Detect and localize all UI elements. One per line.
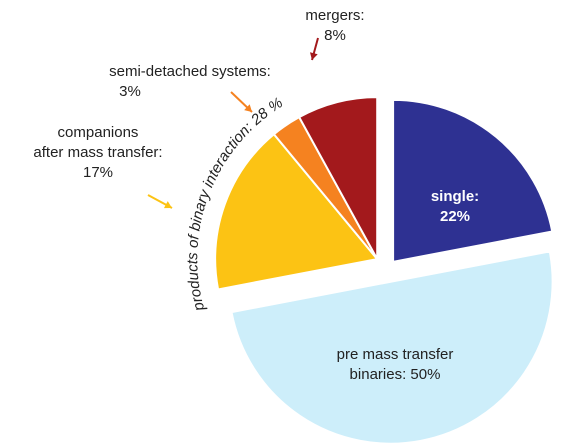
value-label: 17% (82, 164, 114, 181)
slice-label: mergers: 8% (280, 6, 390, 46)
arrow-head (309, 52, 318, 60)
slices (214, 96, 554, 445)
arrow-head (244, 104, 252, 112)
category-label: pre mass transfer binaries: (336, 346, 454, 383)
slice-label: single: 22% (395, 187, 515, 227)
value-label: 3% (119, 83, 141, 100)
slice-label: companions after mass transfer: 17% (8, 123, 188, 183)
category-label: semi-detached systems: (109, 63, 271, 80)
slice-label: semi-detached systems: 3% (70, 62, 310, 102)
value-label: 50% (410, 366, 441, 383)
category-label: single: (430, 188, 480, 205)
value-label: 8% (324, 27, 346, 44)
value-label: 22% (439, 208, 471, 225)
pie-slice (297, 96, 379, 260)
pie-slice (392, 98, 554, 264)
category-label: mergers: (305, 7, 365, 24)
pie-slice (230, 250, 554, 445)
pie-slice (214, 132, 380, 291)
slice-label: pre mass transfer binaries: 50% (300, 345, 490, 385)
arrow-head (163, 201, 172, 209)
category-label: companions after mass transfer: (33, 124, 163, 161)
